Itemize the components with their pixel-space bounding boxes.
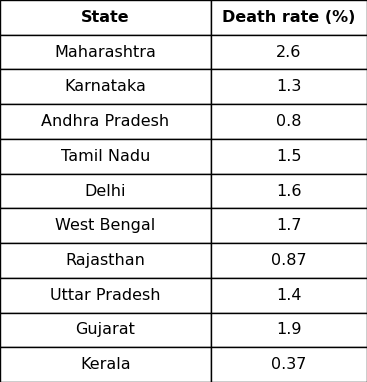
Text: 2.6: 2.6 [276, 45, 302, 60]
Text: State: State [81, 10, 130, 25]
Bar [0, 208, 211, 243]
Text: 1.7: 1.7 [276, 218, 302, 233]
Bar [0, 278, 211, 312]
Bar [211, 347, 367, 382]
Text: Uttar Pradesh: Uttar Pradesh [50, 288, 161, 303]
Text: 0.87: 0.87 [271, 253, 307, 268]
Text: Tamil Nadu: Tamil Nadu [61, 149, 150, 164]
Bar [211, 208, 367, 243]
Text: 1.9: 1.9 [276, 322, 302, 337]
Bar [0, 312, 211, 347]
Bar [0, 174, 211, 208]
Bar [211, 70, 367, 104]
Bar [211, 35, 367, 70]
Text: 0.8: 0.8 [276, 114, 302, 129]
Bar [211, 0, 367, 35]
Text: 1.6: 1.6 [276, 183, 302, 199]
Bar [211, 139, 367, 174]
Text: 1.3: 1.3 [276, 79, 302, 94]
Bar [0, 347, 211, 382]
Text: Maharashtra: Maharashtra [55, 45, 156, 60]
Bar [0, 104, 211, 139]
Bar [0, 35, 211, 70]
Text: Kerala: Kerala [80, 357, 131, 372]
Text: Delhi: Delhi [85, 183, 126, 199]
Text: Death rate (%): Death rate (%) [222, 10, 356, 25]
Bar [0, 70, 211, 104]
Bar [211, 312, 367, 347]
Text: 1.4: 1.4 [276, 288, 302, 303]
Bar [0, 139, 211, 174]
Bar [0, 0, 211, 35]
Text: West Bengal: West Bengal [55, 218, 156, 233]
Bar [211, 174, 367, 208]
Text: 1.5: 1.5 [276, 149, 302, 164]
Text: Gujarat: Gujarat [76, 322, 135, 337]
Text: Andhra Pradesh: Andhra Pradesh [41, 114, 170, 129]
Bar [211, 243, 367, 278]
Text: Rajasthan: Rajasthan [66, 253, 145, 268]
Bar [211, 278, 367, 312]
Text: 0.37: 0.37 [271, 357, 307, 372]
Text: Karnataka: Karnataka [65, 79, 146, 94]
Bar [0, 243, 211, 278]
Bar [211, 104, 367, 139]
